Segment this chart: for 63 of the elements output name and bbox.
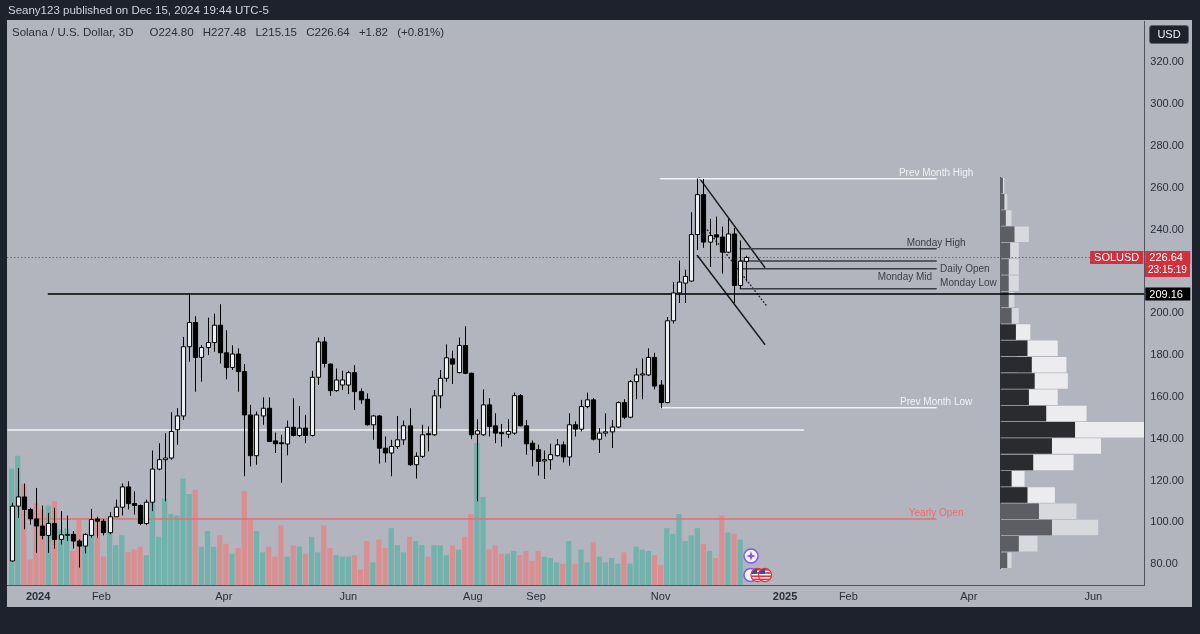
bar — [406, 536, 413, 585]
bar — [296, 546, 302, 585]
series-label: Yearly Open — [908, 506, 964, 518]
bar — [425, 556, 431, 585]
bar — [560, 563, 566, 585]
bar — [1011, 470, 1025, 487]
bar — [725, 532, 731, 585]
bar — [1018, 536, 1038, 552]
y-tick-label: 200.00 — [1150, 306, 1184, 319]
bar — [455, 549, 462, 585]
series-label: Monday Mid — [877, 270, 933, 282]
y-tick-label: 180.00 — [1150, 348, 1184, 361]
bar — [284, 556, 290, 585]
x-tick-label: Feb — [838, 589, 858, 602]
y-tick-label: 100.00 — [1150, 515, 1184, 528]
annotation: SOLUSD — [1094, 251, 1140, 264]
x-tick-label: Apr — [215, 589, 233, 602]
bar — [566, 540, 572, 585]
x-tick-label: Apr — [960, 589, 978, 602]
bar — [1027, 487, 1055, 503]
text: Seany123 published on Dec 15, 2024 19:44 UTC-5 — [8, 3, 269, 17]
series-label: Monday High — [906, 236, 966, 248]
bar — [700, 543, 707, 585]
series-label: Daily Open — [940, 262, 990, 274]
chart-title: Solana / U.S. Dollar, 3D — [12, 25, 134, 39]
y-tick-label: 260.00 — [1150, 180, 1184, 193]
bar — [572, 563, 578, 585]
x-tick-label: Nov — [650, 589, 671, 602]
y-tick-label: 140.00 — [1150, 431, 1184, 444]
bar — [731, 533, 737, 585]
y-tick-label: 240.00 — [1150, 222, 1184, 235]
text: 23:15:19 — [1145, 263, 1190, 277]
y-tick-label: 280.00 — [1150, 138, 1184, 151]
x-tick-label: Aug — [463, 589, 483, 602]
x-tick-label: 2025 — [772, 589, 798, 602]
x-tick-label: 2024 — [25, 589, 52, 602]
series-label: Monday Low — [940, 276, 998, 288]
y-axis-title: USD — [1149, 25, 1189, 44]
bar — [590, 542, 596, 585]
x-tick-label: Jun — [339, 589, 358, 602]
chart-subtitle: O224.80 H227.48 L215.15 C226.64 +1.82 (+0.81%) — [149, 25, 445, 39]
data-label: 209.16 — [1149, 287, 1183, 300]
bar — [229, 553, 235, 585]
bar — [192, 489, 198, 585]
x-tick-label: Feb — [91, 589, 111, 602]
series-label: Prev Month High — [898, 166, 974, 178]
bar — [449, 545, 456, 585]
y-tick-label: 320.00 — [1150, 55, 1184, 68]
bar — [706, 550, 713, 585]
bar — [621, 552, 627, 585]
ref-line-label: 226.64 — [1149, 251, 1183, 264]
x-tick-label: Jun — [1084, 589, 1103, 602]
y-tick-label: 80.00 — [1150, 557, 1178, 570]
bar — [370, 562, 376, 585]
x-tick-label: Sep — [526, 589, 546, 602]
y-tick-label: 300.00 — [1150, 97, 1184, 110]
bar — [290, 545, 296, 585]
bar — [1007, 552, 1012, 568]
y-tick-label: 160.00 — [1150, 389, 1184, 402]
bar — [302, 553, 309, 585]
bar — [737, 539, 743, 585]
series-label: Prev Month Low — [900, 395, 974, 407]
y-tick-label: 120.00 — [1150, 473, 1184, 486]
